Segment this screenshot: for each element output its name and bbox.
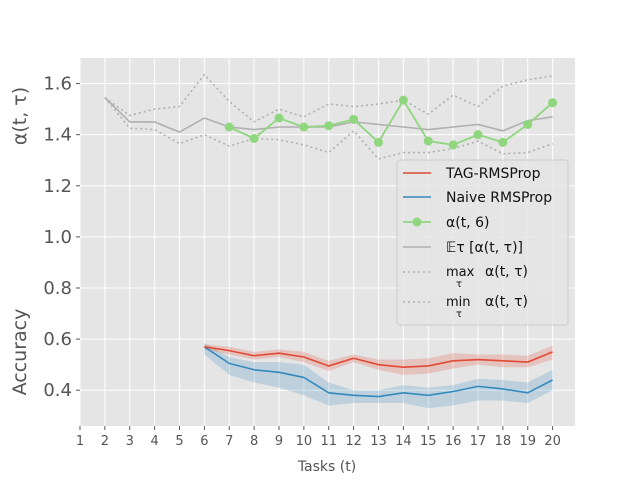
x-tick-label: 1 [76, 434, 84, 449]
point-alpha6 [299, 122, 309, 132]
series-line-min [104, 97, 553, 160]
legend-label-sub: τ [456, 279, 462, 290]
legend-label-suffix: α(t, τ) [485, 294, 528, 310]
point-alpha6 [224, 122, 234, 132]
y-tick-label: 0.4 [43, 380, 72, 401]
x-tick-label: 17 [470, 434, 487, 449]
legend-box [396, 159, 569, 326]
point-alpha6 [349, 114, 359, 124]
x-tick-label: 3 [126, 434, 134, 449]
point-alpha6 [249, 134, 259, 143]
legend-label-alpha6: α(t, 6) [446, 215, 489, 231]
y-axis-label-bottom: Accuracy [9, 309, 31, 396]
x-tick-label: 12 [345, 434, 362, 449]
y-tick-label: 1.2 [43, 176, 72, 197]
series-line-max [104, 73, 553, 123]
y-axis-ticks: 0.4 0.6 0.8 1.0 1.2 1.4 1.6 [43, 74, 80, 401]
point-alpha6 [523, 119, 533, 129]
point-alpha6 [324, 121, 334, 131]
legend-label-naive: Naive RMSProp [446, 190, 552, 206]
x-tick-label: 9 [275, 434, 283, 449]
legend-label-min: min [446, 295, 471, 310]
y-tick-label: 1.6 [43, 74, 72, 95]
x-tick-label: 10 [296, 434, 313, 449]
point-alpha6 [548, 98, 558, 108]
legend-label-sub: τ [456, 309, 462, 320]
x-tick-label: 6 [200, 434, 208, 449]
x-tick-label: 20 [544, 434, 561, 449]
x-tick-label: 8 [250, 434, 258, 449]
x-tick-label: 14 [395, 434, 412, 449]
x-axis-label: Tasks (t) [297, 459, 356, 475]
x-tick-label: 19 [519, 434, 536, 449]
series-lines [104, 73, 558, 398]
x-tick-label: 13 [370, 434, 387, 449]
x-tick-label: 2 [101, 434, 109, 449]
band-tag [204, 344, 553, 375]
x-tick-label: 7 [225, 434, 233, 449]
x-tick-label: 5 [175, 434, 183, 449]
point-alpha6 [448, 140, 458, 150]
point-alpha6 [498, 137, 508, 147]
legend-label-mean: 𝔼τ [α(t, τ)] [446, 240, 523, 256]
point-alpha6 [274, 113, 284, 123]
legend: TAG-RMSProp Naive RMSProp α(t, 6) 𝔼τ [α(t, … [396, 159, 569, 326]
x-axis-ticks: 1 2 3 4 5 6 7 8 9 10 11 12 13 14 15 16 17 18 19 20 [76, 426, 561, 449]
y-tick-label: 0.8 [43, 278, 72, 299]
point-alpha6 [423, 136, 433, 146]
x-tick-label: 4 [150, 434, 158, 449]
series-line-tag [204, 345, 553, 369]
x-tick-label: 18 [495, 434, 512, 449]
confidence-bands [204, 342, 553, 409]
x-tick-label: 16 [445, 434, 462, 449]
point-alpha6 [398, 95, 408, 105]
legend-marker-alpha6 [412, 217, 422, 227]
legend-label-suffix: α(t, τ) [485, 264, 528, 280]
series-line-naive [203, 346, 553, 398]
point-alpha6 [373, 137, 383, 147]
x-tick-label: 15 [420, 434, 437, 449]
y-axis-label-top: α(t, τ) [9, 87, 31, 145]
x-tick-label: 11 [320, 434, 337, 449]
y-tick-label: 1.0 [43, 227, 72, 248]
y-tick-label: 0.6 [43, 329, 72, 350]
legend-label-max: max [446, 265, 475, 280]
legend-label-tag: TAG-RMSProp [445, 166, 541, 182]
point-alpha6 [473, 130, 483, 140]
band-naive [204, 342, 553, 409]
y-tick-label: 1.4 [43, 125, 72, 146]
